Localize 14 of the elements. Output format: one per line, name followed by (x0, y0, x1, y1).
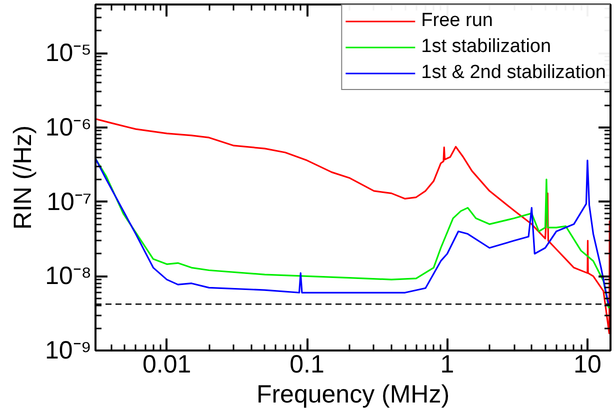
y-tick-label: 10⁻⁷ (46, 188, 92, 216)
y-tick-label: 10⁻⁶ (45, 113, 92, 142)
legend-label: Free run (421, 9, 493, 33)
y-tick-label: 10⁻⁵ (45, 39, 92, 68)
x-axis-title: Frequency (MHz) (256, 380, 450, 408)
legend-label: 1st stabilization (421, 35, 552, 59)
x-tick-label: 0.01 (142, 350, 192, 378)
y-tick-label: 10⁻⁹ (44, 336, 92, 364)
legend-label: 1st & 2nd stabilization (421, 61, 606, 85)
x-tick-label: 10 (574, 350, 602, 378)
x-tick-label: 0.1 (290, 350, 324, 378)
y-axis-title: RIN (/Hz) (8, 125, 37, 230)
x-tick-label: 1 (440, 350, 454, 378)
y-tick-label: 10⁻⁸ (45, 262, 92, 290)
